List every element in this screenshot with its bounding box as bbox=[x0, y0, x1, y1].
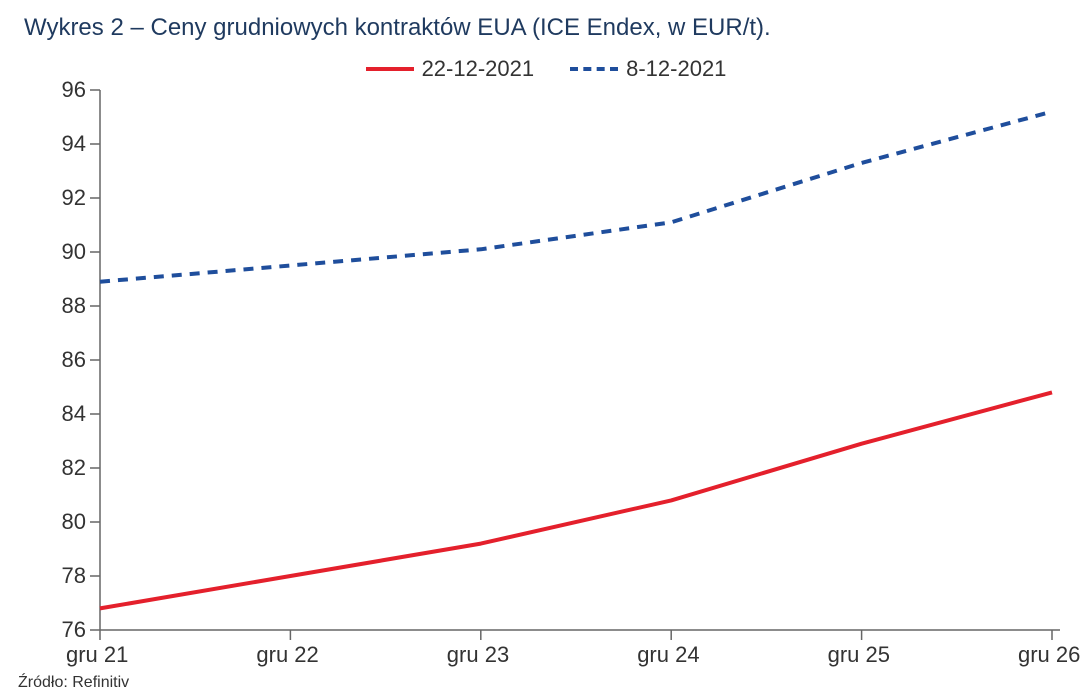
x-tick-label: gru 26 bbox=[1018, 642, 1080, 668]
chart-title: Wykres 2 – Ceny grudniowych kontraktów E… bbox=[24, 14, 771, 42]
y-tick-label: 82 bbox=[62, 455, 86, 481]
legend-item-1: 22-12-2021 bbox=[366, 56, 535, 82]
x-tick-label: gru 24 bbox=[637, 642, 699, 668]
legend-item-2: 8-12-2021 bbox=[570, 56, 726, 82]
y-tick-label: 86 bbox=[62, 347, 86, 373]
x-tick-label: gru 23 bbox=[447, 642, 509, 668]
y-tick-label: 76 bbox=[62, 617, 86, 643]
legend-label-1: 22-12-2021 bbox=[422, 56, 535, 82]
chart-container: { "title": "Wykres 2 – Ceny grudniowych … bbox=[0, 0, 1092, 699]
y-tick-label: 96 bbox=[62, 77, 86, 103]
x-tick-label: gru 25 bbox=[828, 642, 890, 668]
y-tick-label: 78 bbox=[62, 563, 86, 589]
y-tick-label: 94 bbox=[62, 131, 86, 157]
chart-legend: 22-12-2021 8-12-2021 bbox=[0, 56, 1092, 82]
chart-plot bbox=[100, 90, 1060, 630]
legend-swatch-1 bbox=[366, 67, 414, 71]
chart-source: Źródło: Refinitiv bbox=[18, 674, 129, 692]
y-tick-label: 90 bbox=[62, 239, 86, 265]
y-tick-label: 84 bbox=[62, 401, 86, 427]
y-tick-label: 80 bbox=[62, 509, 86, 535]
x-tick-label: gru 21 bbox=[66, 642, 128, 668]
legend-label-2: 8-12-2021 bbox=[626, 56, 726, 82]
y-tick-label: 92 bbox=[62, 185, 86, 211]
x-tick-label: gru 22 bbox=[256, 642, 318, 668]
legend-swatch-2 bbox=[570, 67, 618, 71]
y-tick-label: 88 bbox=[62, 293, 86, 319]
